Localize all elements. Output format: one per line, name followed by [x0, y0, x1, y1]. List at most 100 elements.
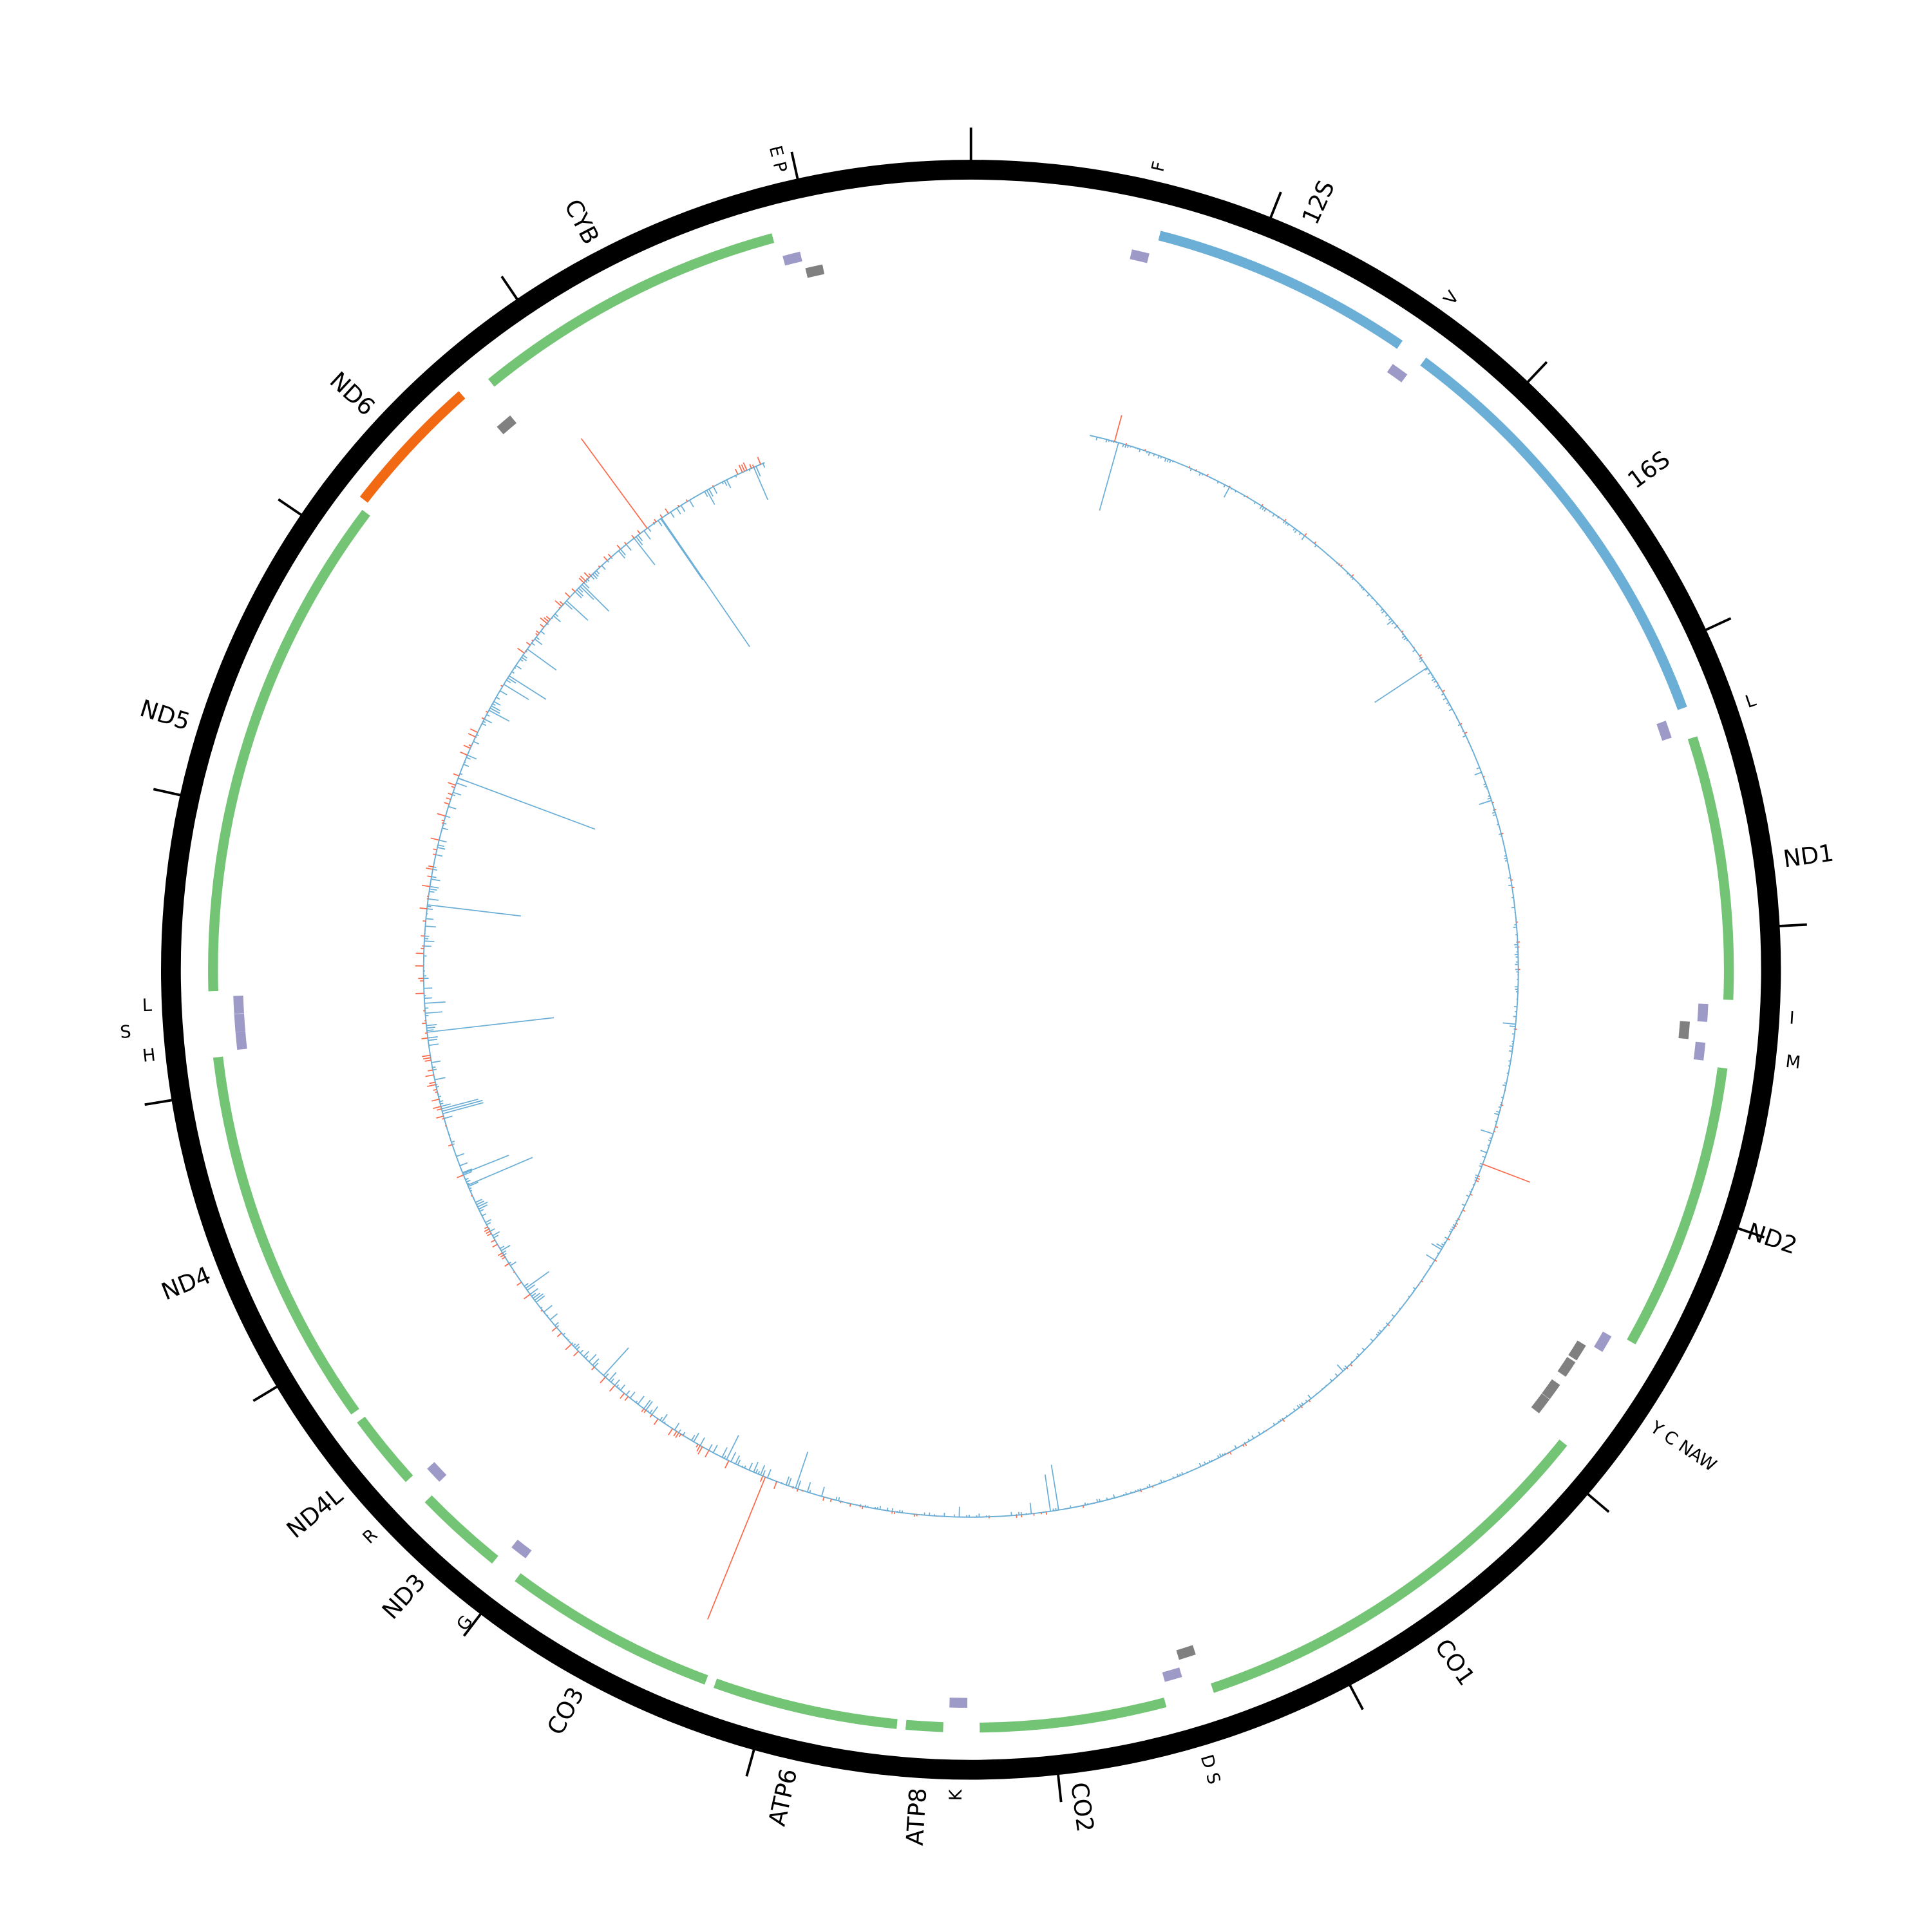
coverage-spike — [1381, 610, 1385, 614]
coverage-spike — [521, 656, 527, 661]
coverage-spike — [1265, 507, 1267, 509]
coverage-spike — [724, 480, 728, 486]
coverage-spike — [543, 1305, 553, 1313]
coverage-spike — [576, 589, 584, 597]
coverage-spike — [540, 630, 545, 635]
coverage-spike — [647, 1410, 649, 1412]
coverage-spike — [435, 1091, 438, 1094]
coverage-spike — [838, 1497, 840, 1501]
coverage-spike — [460, 752, 468, 756]
tick-mark — [1347, 1682, 1364, 1710]
coverage-spike — [1448, 708, 1453, 712]
coverage-spike — [1242, 1444, 1245, 1447]
coverage-spike — [594, 1362, 599, 1368]
tick-mark — [1777, 923, 1807, 928]
gene-s-arc — [234, 1013, 245, 1032]
coverage-spike — [1446, 701, 1449, 705]
coverage-spike — [795, 1452, 809, 1489]
coverage-spike — [1492, 811, 1496, 814]
coverage-spike — [1259, 506, 1263, 509]
coverage-spike — [443, 822, 447, 825]
coverage-spike — [1376, 1333, 1379, 1336]
coverage-spike — [1202, 1464, 1204, 1466]
coverage-spike — [1426, 1254, 1435, 1261]
coverage-spike — [1443, 697, 1447, 701]
coverage-spike — [556, 1332, 562, 1338]
coverage-spike — [459, 773, 463, 775]
coverage-spike — [456, 782, 468, 788]
coverage-spike — [678, 1429, 681, 1434]
coverage-spike — [647, 527, 652, 533]
coverage-spike — [743, 462, 748, 471]
coverage-spike — [730, 1452, 737, 1463]
coverage-spike — [425, 1074, 434, 1077]
coverage-spike — [886, 1508, 889, 1511]
coverage-spike — [609, 1372, 617, 1381]
coverage-spike — [1466, 1195, 1470, 1197]
coverage-spike — [1130, 446, 1132, 448]
coverage-spike — [1099, 1499, 1101, 1502]
coverage-spike — [1095, 437, 1098, 440]
coverage-spike — [1211, 1459, 1213, 1462]
coverage-spike — [1492, 801, 1495, 804]
coverage-spike — [1387, 1323, 1390, 1327]
coverage-spike — [1298, 532, 1302, 536]
coverage-spike — [431, 1098, 440, 1102]
coverage-spike — [1475, 1174, 1479, 1177]
coverage-spike — [583, 572, 590, 578]
gene-nd5-arc — [208, 509, 370, 992]
gene-n-arc — [1557, 1356, 1576, 1377]
coverage-spike — [614, 1379, 620, 1386]
coverage-spike — [649, 1414, 653, 1418]
coverage-spike — [1135, 1490, 1137, 1492]
coverage-spike — [1223, 487, 1230, 498]
coverage-spike — [1487, 797, 1492, 800]
coverage-spike — [635, 536, 643, 545]
coverage-spike — [1314, 541, 1317, 544]
coverage-spike — [1502, 1084, 1506, 1086]
coverage-spike — [481, 717, 485, 720]
coverage-spike — [1137, 448, 1139, 450]
coverage-spike — [1394, 625, 1397, 629]
coverage-spike — [477, 1201, 488, 1208]
coverage-spike — [492, 703, 496, 706]
coverage-spike — [479, 1209, 484, 1212]
coverage-spike — [583, 1350, 590, 1358]
coverage-spike — [596, 570, 600, 574]
coverage-spike — [737, 1459, 741, 1466]
gene-label: K — [946, 1788, 966, 1801]
coverage-spike — [1282, 520, 1285, 524]
coverage-spike — [487, 1233, 492, 1236]
coverage-spike — [753, 1461, 759, 1473]
coverage-spike — [491, 1239, 495, 1243]
coverage-spike — [726, 1435, 739, 1460]
coverage-spike — [755, 466, 761, 477]
coverage-spike — [429, 888, 437, 891]
coverage-spike — [1244, 1441, 1246, 1444]
coverage-spike — [620, 1393, 625, 1399]
coverage-spike — [478, 1204, 488, 1210]
coverage-spike — [1244, 1443, 1247, 1446]
coverage-spike — [482, 723, 487, 726]
coverage-spike — [734, 468, 739, 475]
coverage-spike — [693, 1432, 699, 1443]
coverage-spike — [1070, 1505, 1072, 1508]
coverage-peak — [427, 1017, 554, 1033]
coverage-peak — [458, 777, 596, 830]
coverage-spike — [468, 1181, 478, 1188]
genome-backbone-ring — [160, 160, 1781, 1780]
coverage-spike — [1495, 1121, 1497, 1122]
tick-mark — [1585, 1492, 1610, 1513]
coverage-spike — [1434, 1259, 1437, 1262]
coverage-spike — [1451, 1226, 1454, 1229]
coverage-spike — [506, 679, 511, 683]
tick-mark — [252, 1384, 279, 1402]
gene-label: M — [1785, 1052, 1802, 1073]
coverage-spike — [1261, 504, 1264, 507]
coverage-spike — [1146, 451, 1148, 454]
coverage-spike — [467, 754, 477, 760]
coverage-peak — [462, 1154, 509, 1175]
coverage-spike — [453, 791, 462, 796]
coverage-spike — [821, 1486, 825, 1497]
coverage-spike — [752, 464, 755, 468]
